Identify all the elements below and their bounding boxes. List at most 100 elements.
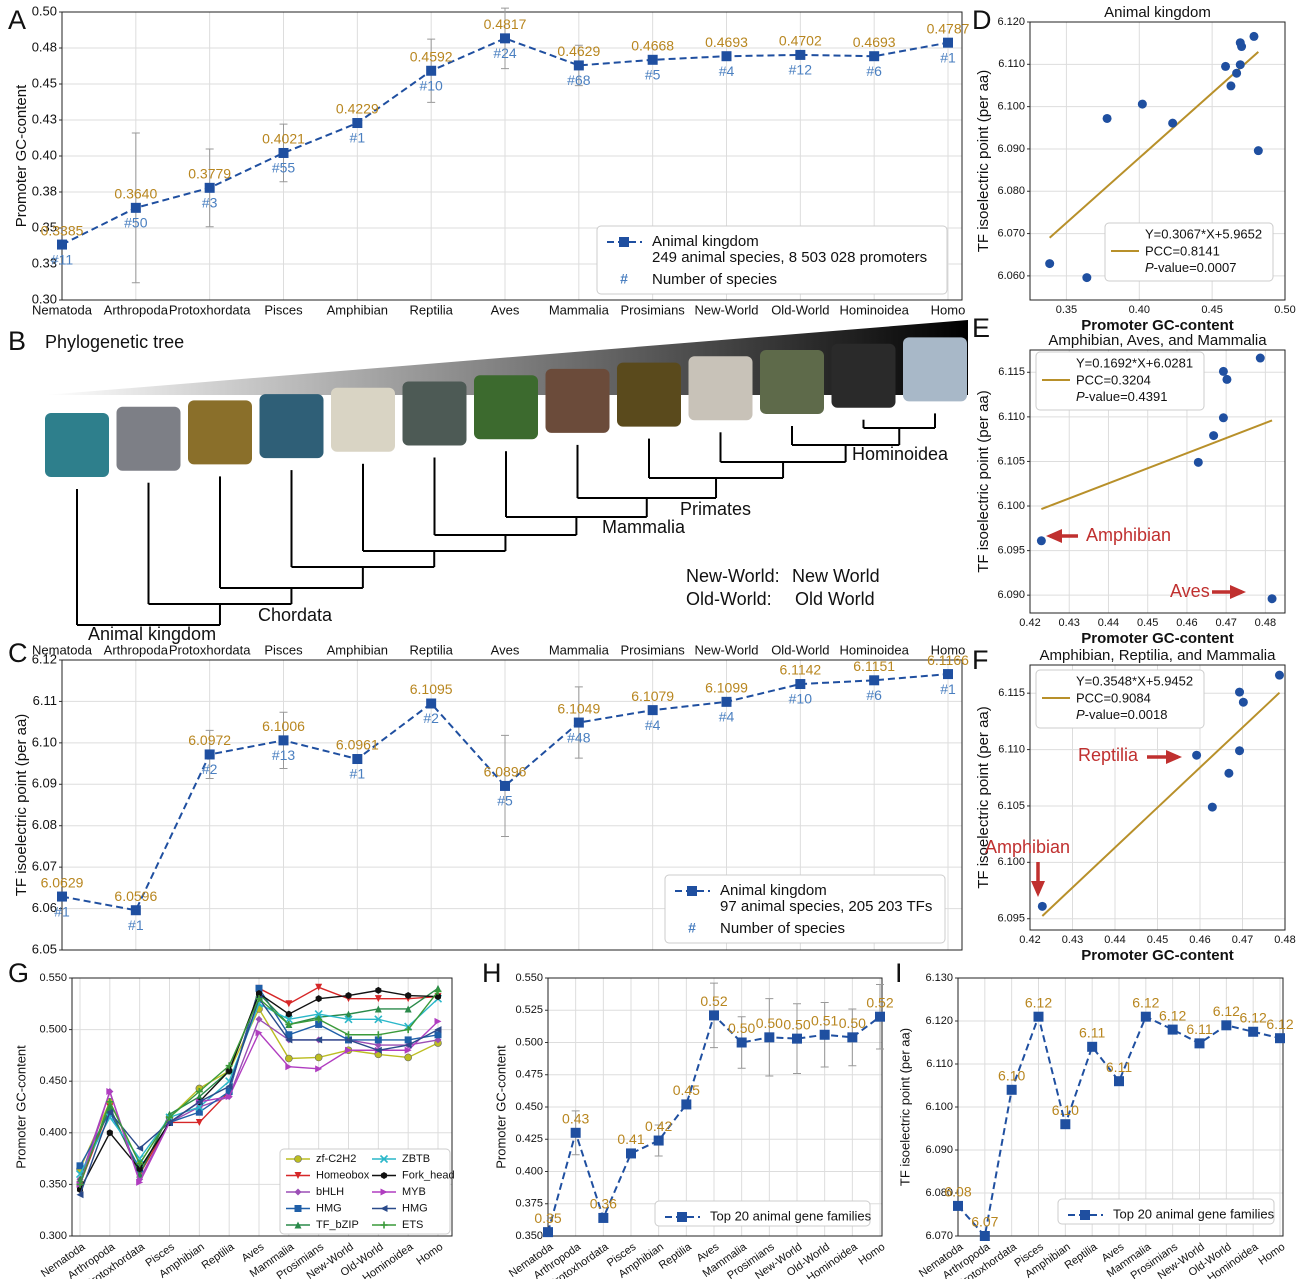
marker: [285, 1055, 292, 1062]
annotation: Amphibian: [1086, 525, 1171, 545]
value-label: 6.0961: [336, 737, 379, 753]
marker: [795, 679, 805, 689]
legend-label: ZBTB: [402, 1153, 430, 1165]
y-tick-label: 6.105: [997, 455, 1025, 467]
legend-label: TF_bZIP: [316, 1219, 359, 1231]
annotation: Amphibian: [985, 837, 1070, 857]
x-tick-label: Pisces: [264, 642, 303, 657]
value-label: 0.4693: [705, 34, 748, 50]
marker: [57, 240, 67, 250]
y-tick-label: 6.070: [997, 227, 1025, 239]
x-tick-label: Reptilia: [200, 1241, 238, 1272]
species-count: #1: [350, 766, 366, 782]
panel-letter: H: [482, 958, 502, 988]
y-tick-label: 0.450: [515, 1101, 543, 1113]
species-photo: [832, 344, 896, 408]
y-tick-label: 6.100: [997, 856, 1025, 868]
marker: [131, 905, 141, 915]
point: [1103, 114, 1112, 123]
value-label: 6.12: [1025, 994, 1052, 1010]
species-count: #5: [497, 793, 513, 809]
y-tick-label: 0.300: [39, 1230, 67, 1242]
x-tick-label: 0.44: [1104, 934, 1125, 946]
point: [1045, 259, 1054, 268]
x-tick-label: Homo: [856, 1241, 887, 1268]
y-tick-label: 6.10: [32, 734, 57, 749]
species-count: #1: [940, 49, 956, 65]
marker: [295, 1156, 302, 1163]
marker: [626, 1148, 636, 1158]
value-label: 6.10: [998, 1068, 1025, 1084]
y-tick-label: 6.11: [33, 693, 57, 708]
y-tick-label: 0.500: [515, 1036, 543, 1048]
point: [1226, 81, 1235, 90]
value-label: 0.4668: [631, 38, 674, 54]
point: [1138, 100, 1147, 109]
pcc: PCC=0.3204: [1076, 372, 1151, 387]
marker: [205, 749, 215, 759]
point: [1235, 746, 1244, 755]
species-count: #10: [789, 691, 813, 707]
annotation: Reptilia: [1078, 745, 1139, 765]
point: [1219, 367, 1228, 376]
value-label: 0.50: [783, 1016, 810, 1032]
y-axis-label: TF isoelectric point (per aa): [13, 714, 30, 897]
marker: [295, 1205, 302, 1212]
y-tick-label: 0.450: [39, 1075, 67, 1087]
y-tick-label: 0.425: [515, 1133, 543, 1145]
y-tick-label: 6.05: [32, 941, 57, 956]
point: [1038, 902, 1047, 911]
pcc: PCC=0.8141: [1145, 243, 1220, 258]
value-label: 0.41: [617, 1131, 644, 1147]
x-tick-label: Homo: [414, 1241, 445, 1268]
value-label: 6.1151: [853, 658, 895, 674]
legend-label: HMG: [316, 1202, 342, 1214]
x-tick-label: Amphibian: [327, 302, 388, 317]
clade-label: Animal kingdom: [88, 624, 216, 644]
point: [1239, 698, 1248, 707]
y-axis-label: TF isoelectric point (per aa): [975, 70, 992, 253]
panel-letter: I: [895, 958, 903, 988]
x-tick-label: 0.45: [1201, 304, 1222, 316]
x-tick-label: 0.48: [1274, 934, 1295, 946]
y-tick-label: 0.500: [39, 1024, 67, 1036]
marker: [316, 995, 322, 1002]
value-label: 6.12: [1213, 1003, 1240, 1019]
value-label: 6.10: [1052, 1102, 1079, 1118]
y-tick-label: 6.095: [997, 544, 1025, 556]
species-count: #1: [350, 130, 366, 146]
value-label: 0.50: [756, 1015, 783, 1031]
y-tick-label: 0.48: [32, 39, 57, 54]
point: [1224, 769, 1233, 778]
marker: [847, 1032, 857, 1042]
marker: [571, 1128, 581, 1138]
species-photo: [617, 363, 681, 427]
x-tick-label: 0.47: [1215, 617, 1236, 629]
value-label: 0.3640: [114, 186, 157, 202]
value-label: 6.1142: [779, 662, 821, 678]
value-label: 0.3779: [188, 166, 231, 182]
value-label: 0.42: [645, 1118, 672, 1134]
fit-equation: Y=0.3067*X+5.9652: [1145, 226, 1262, 241]
species-count: #3: [202, 195, 218, 211]
y-tick-label: 0.475: [515, 1069, 543, 1081]
x-tick-label: 0.45: [1147, 934, 1168, 946]
point: [1254, 146, 1263, 155]
species-count: #11: [51, 251, 74, 267]
species-photo: [331, 388, 395, 452]
y-tick-label: 6.115: [998, 366, 1025, 378]
value-label: 0.4229: [336, 101, 379, 117]
legend-symbol: #: [688, 920, 696, 936]
marker: [648, 55, 658, 65]
value-label: 0.50: [728, 1020, 755, 1036]
species-count: #55: [272, 160, 296, 176]
value-label: 0.51: [811, 1012, 838, 1028]
x-tick-label: Mammalia: [549, 302, 610, 317]
legend-label: Top 20 animal gene families: [710, 1208, 872, 1223]
marker: [574, 718, 584, 728]
species-count: #2: [423, 710, 439, 726]
clade-label: Primates: [680, 499, 751, 519]
chart-title: Animal kingdom: [1104, 4, 1211, 21]
marker: [681, 1099, 691, 1109]
y-axis-label: TF isoelectric point (per aa): [975, 706, 992, 889]
